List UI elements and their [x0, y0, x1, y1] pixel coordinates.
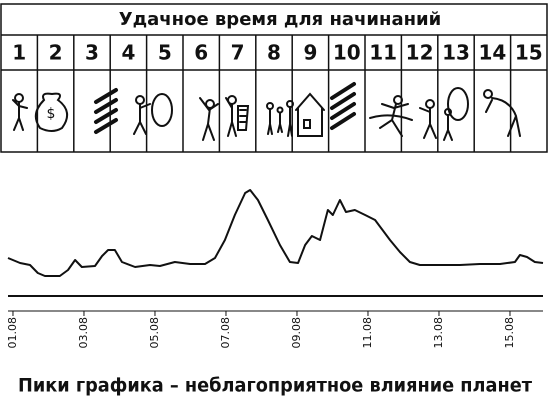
- day-number: 2: [49, 41, 63, 65]
- day-number: 1: [12, 41, 26, 65]
- x-tick-label: 01.08: [6, 317, 19, 349]
- day-number: 13: [442, 41, 470, 65]
- day-number: 6: [194, 41, 208, 65]
- day-number: 4: [121, 41, 135, 65]
- caption: Пики графика – неблагоприятное влияние п…: [18, 375, 532, 397]
- table-title: Удачное время для начинаний: [119, 9, 442, 30]
- x-tick-label: 15.08: [503, 317, 516, 349]
- table: [0, 3, 548, 153]
- columns: 1 2 3 4 5 6 7 8 9 10 11 12 13 14 15: [12, 35, 543, 152]
- x-tick-label: 09.08: [290, 317, 303, 349]
- day-number: 5: [158, 41, 172, 65]
- day-number: 10: [333, 41, 361, 65]
- day-number: 11: [369, 41, 397, 65]
- day-number: 3: [85, 41, 99, 65]
- x-tick-label: 03.08: [77, 317, 90, 349]
- day-number: 7: [231, 41, 245, 65]
- icons: $: [12, 82, 521, 141]
- day-number: 14: [478, 41, 506, 65]
- day-number: 12: [406, 41, 434, 65]
- x-tick-label: 07.08: [219, 317, 232, 349]
- x-tick-label: 11.08: [361, 317, 374, 349]
- x-tick-label: 13.08: [432, 317, 445, 349]
- x-tick-label: 05.08: [148, 317, 161, 349]
- day-number: 15: [515, 41, 543, 65]
- series-line: [7, 189, 544, 277]
- day-number: 8: [267, 41, 281, 65]
- svg-text:$: $: [47, 106, 56, 122]
- day-number: 9: [303, 41, 317, 65]
